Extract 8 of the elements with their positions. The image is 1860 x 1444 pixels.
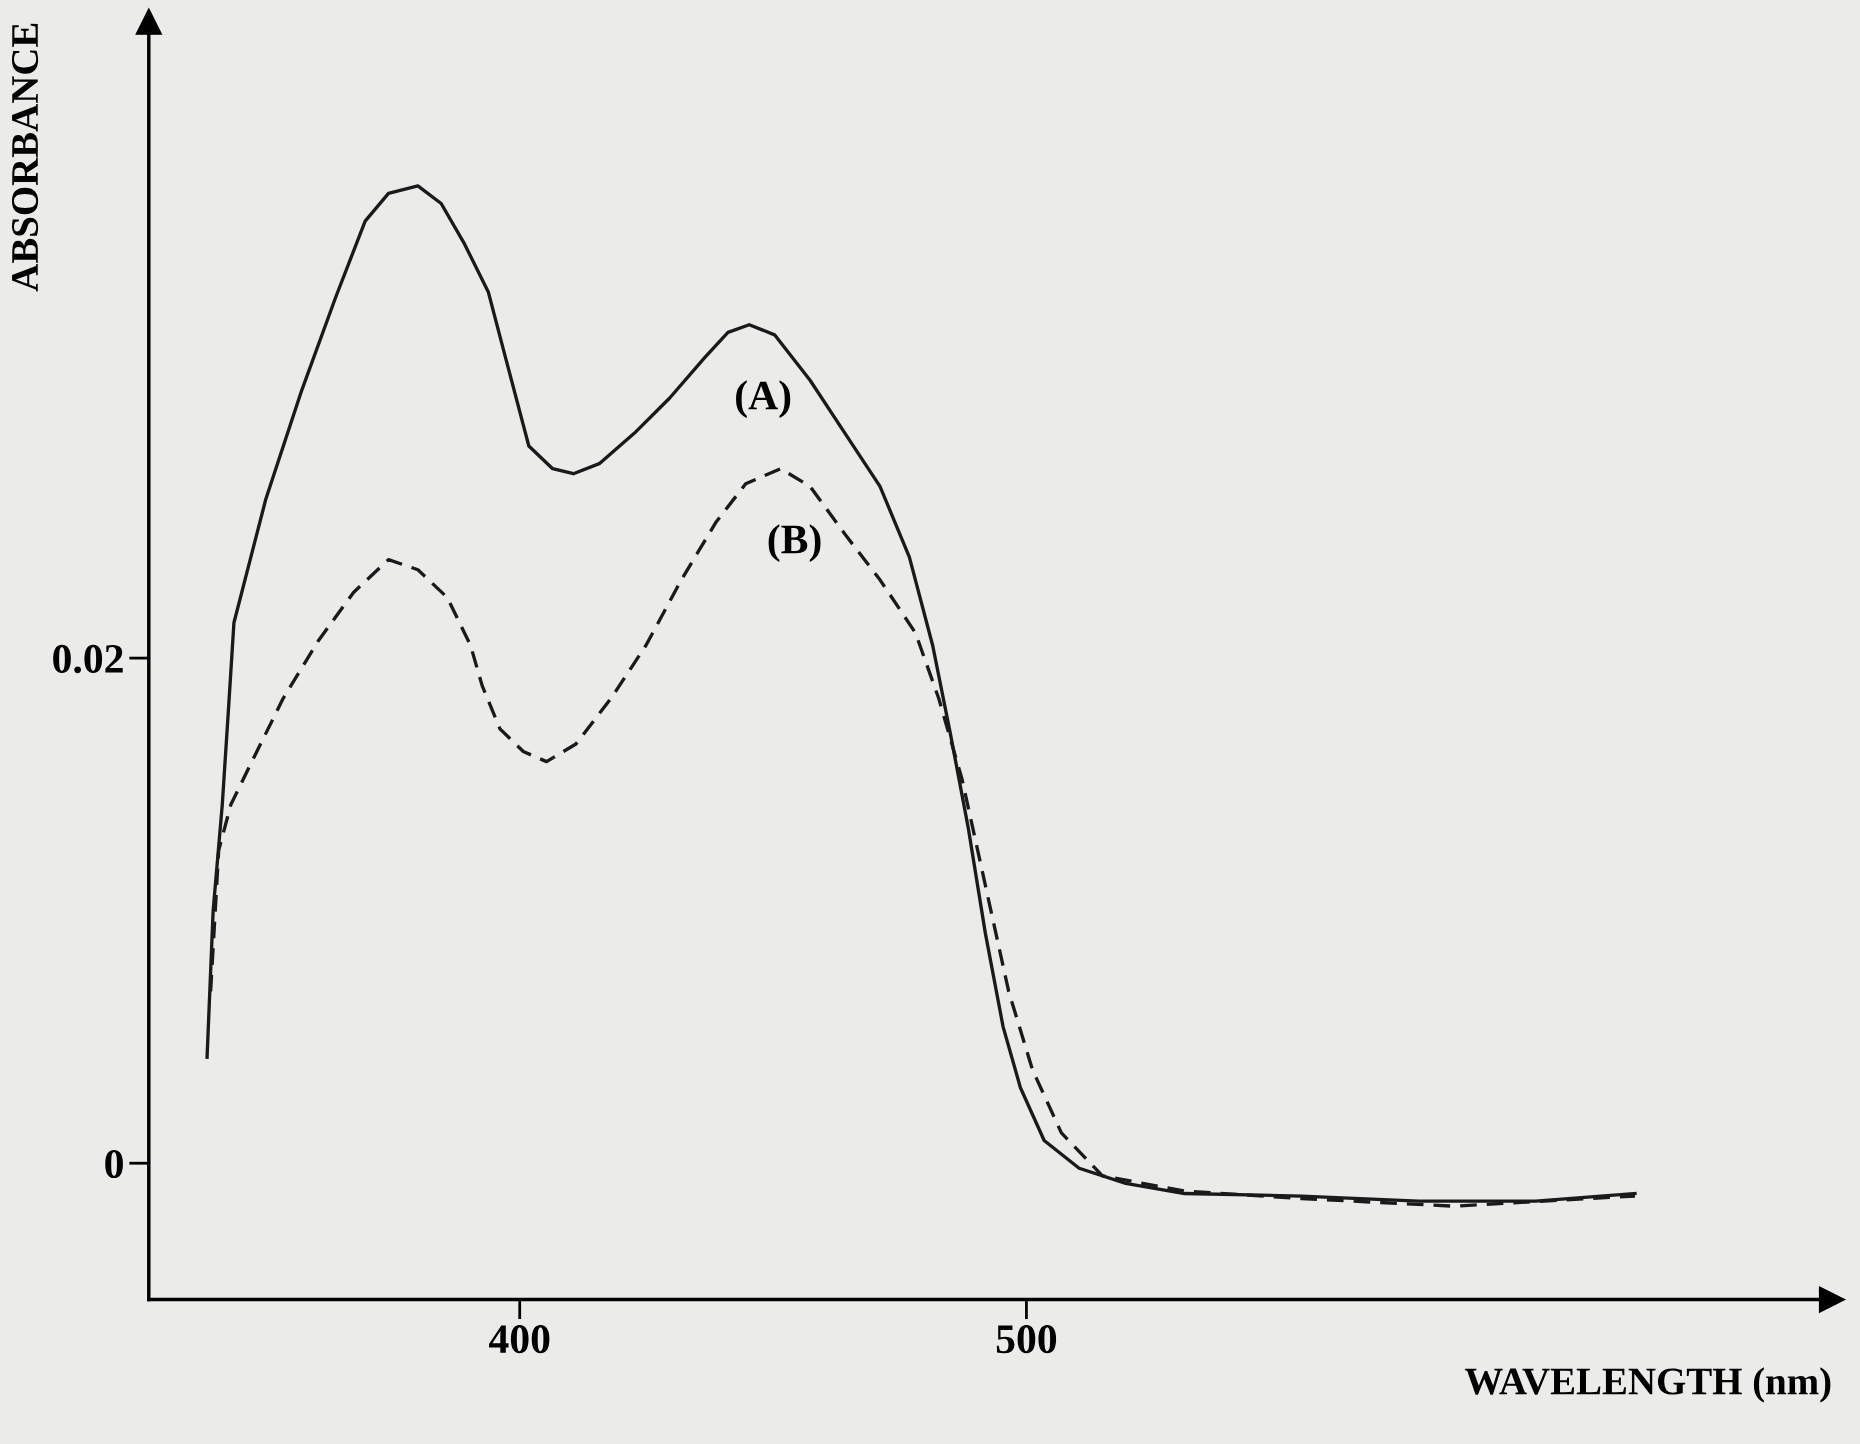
x-tick-label: 500 bbox=[996, 1325, 1057, 1354]
y-tick-label: 0.02 bbox=[53, 644, 123, 674]
series-label: (A) bbox=[736, 380, 791, 419]
y-axis-title: ABSORBANCE bbox=[11, 23, 39, 292]
x-tick-label: 400 bbox=[489, 1325, 550, 1354]
x-axis-title: WAVELENGTH (nm) bbox=[1464, 1367, 1831, 1403]
series-label: (B) bbox=[768, 524, 821, 563]
y-tick-label: 0 bbox=[105, 1149, 123, 1179]
